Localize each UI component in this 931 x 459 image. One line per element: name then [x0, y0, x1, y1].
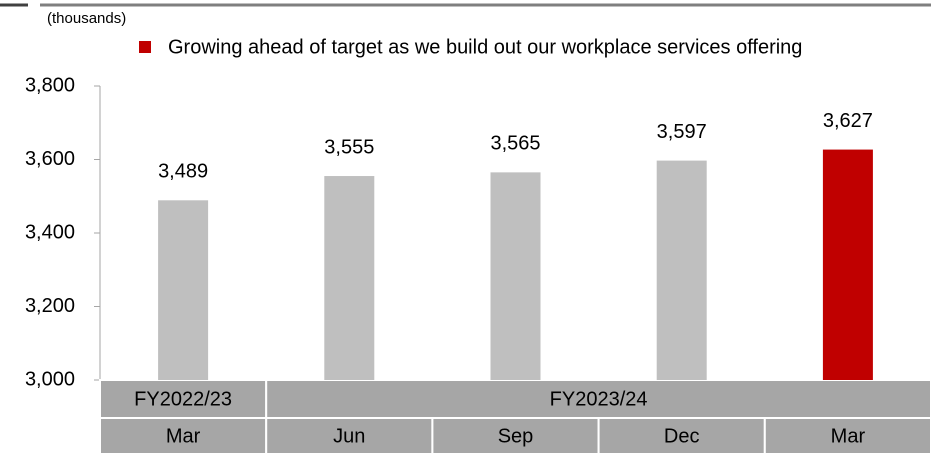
- x-tick-label: Mar: [166, 425, 201, 447]
- value-label: 3,597: [657, 121, 707, 143]
- legend-swatch: [139, 41, 151, 53]
- y-tick-label: 3,600: [25, 148, 75, 170]
- group-cell: [99, 379, 268, 419]
- group-label: FY2023/24: [550, 388, 648, 410]
- y-tick-label: 3,200: [25, 295, 75, 317]
- value-label: 3,627: [823, 110, 873, 132]
- x-tick-label: Dec: [664, 425, 700, 447]
- bar: [822, 149, 873, 380]
- y-tick-label: 3,400: [25, 221, 75, 243]
- y-tick-label: 3,000: [25, 368, 75, 390]
- value-label: 3,489: [158, 161, 208, 183]
- x-tick-label: Mar: [831, 425, 866, 447]
- group-cell: [265, 379, 931, 419]
- bar: [656, 160, 707, 380]
- value-label: 3,555: [324, 136, 374, 158]
- bar: [324, 176, 375, 380]
- value-label: 3,565: [490, 133, 540, 155]
- group-label: FY2022/23: [134, 388, 232, 410]
- bar: [158, 200, 209, 380]
- x-tick-label: Sep: [498, 425, 534, 447]
- x-tick-label: Jun: [333, 425, 365, 447]
- category-cell: [99, 417, 268, 455]
- y-tick-label: 3,800: [25, 74, 75, 96]
- bar: [490, 172, 541, 380]
- unit-label: (thousands): [47, 10, 126, 27]
- legend-label: Growing ahead of target as we build out …: [168, 36, 802, 58]
- category-cell: [431, 417, 600, 455]
